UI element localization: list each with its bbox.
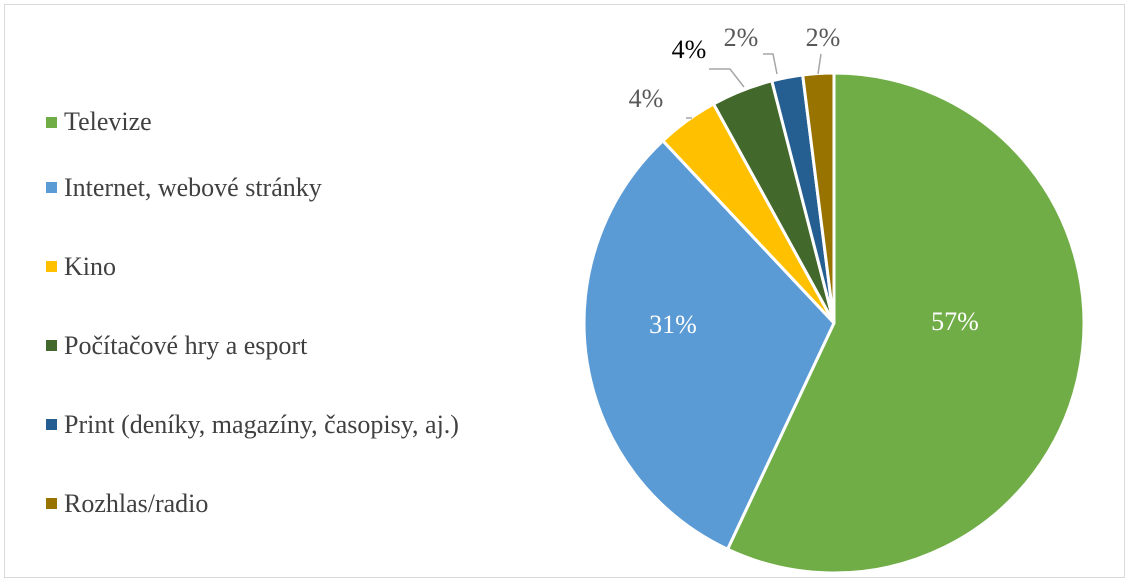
legend-label: Počítačové hry a esport	[64, 330, 308, 360]
pie-slice-televize	[726, 71, 1086, 575]
legend-item-pocitacove-hry: Počítačové hry a esport	[46, 306, 459, 385]
data-label-print: 2%	[724, 23, 759, 52]
leader-line-rozhlas	[817, 53, 822, 75]
data-label-internet: 31%	[649, 310, 697, 339]
legend-label: Televize	[64, 107, 152, 136]
legend-swatch	[46, 340, 57, 351]
leader-lines	[686, 53, 822, 119]
legend: Televize Internet, webové stránky Kino P…	[46, 96, 459, 543]
pie-slice-internet	[582, 139, 836, 551]
legend-label: Rozhlas/radio	[64, 488, 209, 518]
data-label-rozhlas: 2%	[806, 23, 841, 52]
legend-label: Print (deníky, magazíny, časopisy, aj.)	[64, 409, 459, 439]
data-label-kino: 4%	[629, 84, 664, 113]
legend-item-kino: Kino	[46, 227, 459, 306]
legend-label: Internet, webové stránky	[64, 172, 322, 202]
data-labels: 57% 31% 4% 4% 2% 2%	[629, 23, 979, 339]
legend-item-internet: Internet, webové stránky	[46, 148, 459, 227]
legend-item-televize: Televize	[46, 96, 459, 148]
legend-item-rozhlas: Rozhlas/radio	[46, 464, 459, 543]
legend-label: Kino	[64, 251, 116, 281]
legend-swatch	[46, 116, 57, 128]
legend-item-print: Print (deníky, magazíny, časopisy, aj.)	[46, 385, 459, 464]
data-label-televize: 57%	[931, 307, 979, 336]
legend-swatch	[46, 498, 57, 509]
data-label-pocitacove-hry: 4%	[672, 35, 707, 64]
leader-line-pocitacove-hry	[709, 68, 745, 88]
leader-line-print	[763, 53, 778, 75]
legend-swatch	[46, 261, 57, 272]
legend-swatch	[46, 419, 57, 430]
legend-swatch	[46, 182, 57, 193]
pie-slices	[582, 71, 1086, 575]
